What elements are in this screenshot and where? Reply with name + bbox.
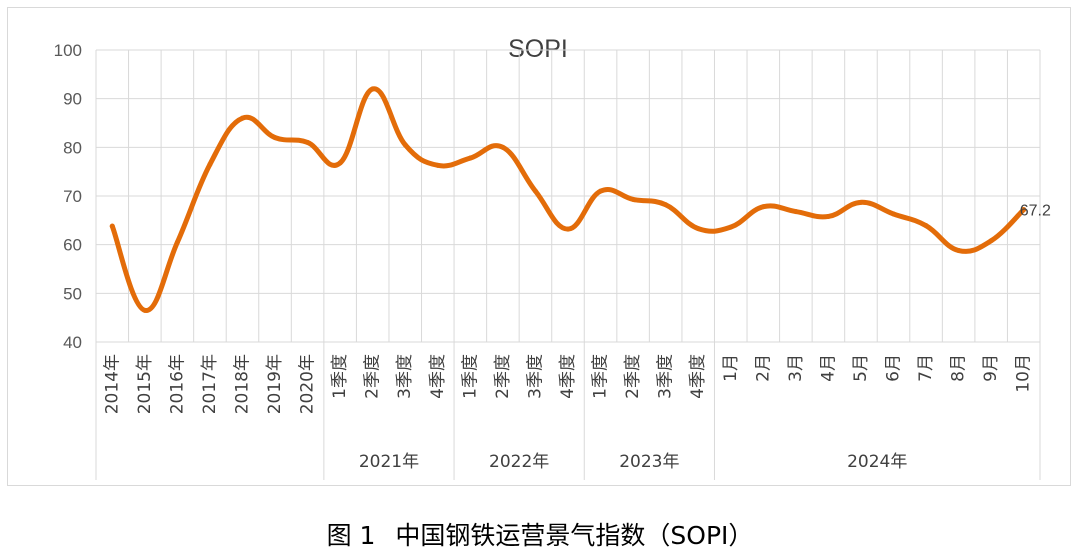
data-point	[532, 188, 538, 194]
x-tick-label: 4季度	[688, 354, 708, 399]
x-tick-label: 2017年	[200, 354, 220, 414]
x-tick-label: 3季度	[395, 354, 415, 399]
y-tick-label: 100	[54, 41, 82, 60]
x-tick-label: 1季度	[460, 354, 480, 399]
x-tick-label: 4季度	[558, 354, 578, 399]
data-point	[370, 86, 376, 92]
y-tick-label: 40	[63, 333, 82, 352]
series-line-sopi	[109, 86, 1027, 313]
x-tick-label: 8月	[949, 354, 969, 382]
figure-caption: 图 1 中国钢铁运营景气指数（SOPI）	[0, 516, 1080, 552]
x-tick-label: 3季度	[525, 354, 545, 399]
data-point	[565, 226, 571, 232]
data-point	[760, 204, 766, 210]
gridlines	[95, 49, 1041, 480]
series-layer	[109, 86, 1027, 313]
data-point	[663, 202, 669, 208]
x-axis-groups: 2021年 2022年 2023年 2024年	[359, 452, 908, 472]
data-point	[500, 144, 506, 150]
y-tick-label: 70	[63, 187, 82, 206]
data-point	[858, 199, 864, 205]
x-tick-label: 4季度	[428, 354, 448, 399]
x-tick-label: 2016年	[167, 354, 187, 414]
x-group-label: 2021年	[359, 452, 419, 472]
data-point	[142, 307, 148, 313]
data-point	[891, 211, 897, 217]
x-tick-label: 4月	[818, 354, 838, 382]
data-point	[109, 223, 115, 229]
data-point	[435, 162, 441, 168]
data-point	[305, 139, 311, 145]
x-tick-label: 1季度	[330, 354, 350, 399]
x-group-label: 2022年	[489, 452, 549, 472]
x-tick-label: 7月	[916, 354, 936, 382]
data-point	[695, 226, 701, 232]
data-point	[239, 115, 245, 121]
x-tick-label: 2020年	[298, 354, 318, 414]
data-point	[598, 188, 604, 194]
x-tick-label: 2015年	[135, 354, 155, 414]
y-tick-label: 50	[63, 284, 82, 303]
figure-label: 图 1	[326, 521, 376, 550]
data-point	[923, 223, 929, 229]
x-tick-label: 2018年	[232, 354, 252, 414]
x-axis-categories: 2014年 2015年 2016年 2017年 2018年 2019年 2020年 1季度 2季…	[102, 354, 1033, 414]
x-tick-label: 5月	[851, 354, 871, 382]
chart-title: SOPI	[508, 35, 568, 63]
data-point	[272, 135, 278, 141]
data-point	[630, 196, 636, 202]
y-tick-label: 60	[63, 236, 82, 255]
last-value-label: 67.2	[1020, 203, 1051, 220]
x-tick-label: 9月	[981, 354, 1001, 382]
data-point	[988, 238, 994, 244]
x-tick-label: 2月	[753, 354, 773, 382]
x-tick-label: 2014年	[102, 354, 122, 414]
y-tick-label: 90	[63, 90, 82, 109]
y-tick-label: 80	[63, 138, 82, 157]
x-tick-label: 3月	[786, 354, 806, 382]
x-tick-label: 2019年	[265, 354, 285, 414]
data-point	[793, 209, 799, 215]
figure-title: 中国钢铁运营景气指数（SOPI）	[395, 521, 754, 550]
data-point	[956, 248, 962, 254]
x-group-label: 2023年	[619, 452, 679, 472]
data-point	[207, 161, 213, 167]
x-tick-label: 10月	[1014, 354, 1034, 393]
data-point	[402, 142, 408, 148]
x-tick-label: 1月	[721, 354, 741, 382]
chart-frame	[7, 7, 1071, 486]
x-tick-label: 1季度	[591, 354, 611, 399]
data-point	[337, 160, 343, 166]
sopi-line-chart: SOPI 40 50 60 70 80 90 100 2014年 2015年 2016年 2017…	[54, 35, 1051, 480]
data-points	[109, 86, 1027, 313]
x-tick-label: 2季度	[493, 354, 513, 399]
x-tick-label: 6月	[884, 354, 904, 382]
x-group-label: 2024年	[847, 452, 907, 472]
x-tick-label: 3季度	[656, 354, 676, 399]
data-point	[1021, 207, 1027, 213]
data-point	[728, 224, 734, 230]
x-tick-label: 2季度	[363, 354, 383, 399]
data-point	[825, 213, 831, 219]
y-axis-ticks: 40 50 60 70 80 90 100	[54, 41, 82, 352]
data-point	[467, 155, 473, 161]
data-point	[174, 239, 180, 245]
x-tick-label: 2季度	[623, 354, 643, 399]
